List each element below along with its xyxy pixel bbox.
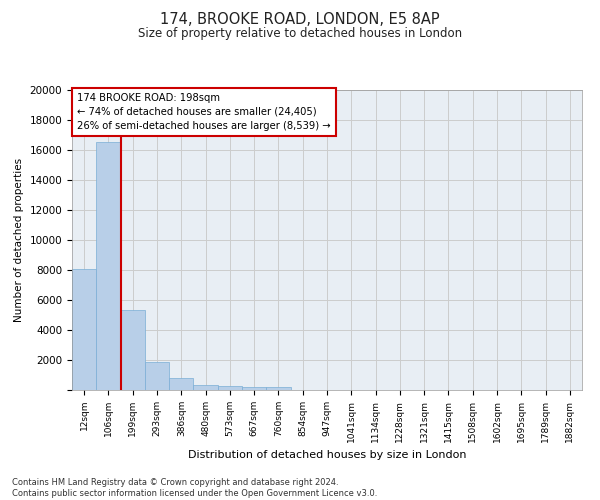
- Text: 174 BROOKE ROAD: 198sqm
← 74% of detached houses are smaller (24,405)
26% of sem: 174 BROOKE ROAD: 198sqm ← 74% of detache…: [77, 93, 331, 131]
- Y-axis label: Number of detached properties: Number of detached properties: [14, 158, 24, 322]
- Bar: [121, 310, 145, 390]
- Bar: [266, 387, 290, 390]
- Bar: [218, 386, 242, 390]
- Bar: [145, 362, 169, 390]
- Text: Size of property relative to detached houses in London: Size of property relative to detached ho…: [138, 28, 462, 40]
- Text: 174, BROOKE ROAD, LONDON, E5 8AP: 174, BROOKE ROAD, LONDON, E5 8AP: [160, 12, 440, 28]
- Bar: [96, 142, 121, 390]
- Bar: [193, 385, 218, 390]
- Bar: [169, 378, 193, 390]
- Text: Contains HM Land Registry data © Crown copyright and database right 2024.
Contai: Contains HM Land Registry data © Crown c…: [12, 478, 377, 498]
- X-axis label: Distribution of detached houses by size in London: Distribution of detached houses by size …: [188, 450, 466, 460]
- Bar: [242, 386, 266, 390]
- Bar: [72, 268, 96, 390]
